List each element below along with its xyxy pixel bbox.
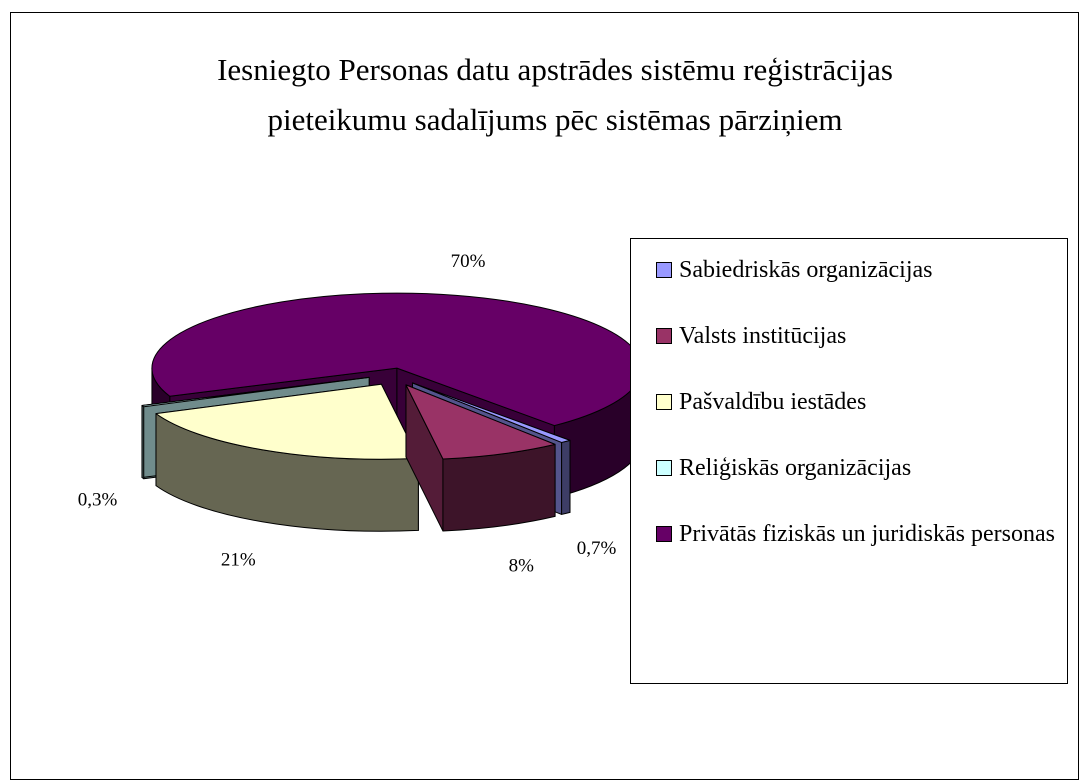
- legend-entry: Valsts institūcijas: [656, 321, 1057, 351]
- legend-entry: Privātās fiziskās un juridiskās personas: [656, 519, 1057, 549]
- legend-label: Sabiedriskās organizācijas: [679, 257, 933, 283]
- slice-top: [405, 384, 556, 460]
- legend-label: Valsts institūcijas: [679, 323, 847, 349]
- legend-entry: Reliģiskās organizācijas: [656, 453, 1057, 483]
- slice-top: [155, 383, 419, 460]
- slice-wall: [141, 404, 145, 480]
- legend-swatch: [656, 262, 672, 278]
- legend-entry: Pašvaldību iestādes: [656, 387, 1057, 417]
- pie-slice: [155, 383, 419, 532]
- data-label: 0,3%: [78, 489, 118, 510]
- pie-slice: [405, 384, 556, 532]
- legend: Sabiedriskās organizācijas Valsts institū…: [630, 238, 1068, 684]
- legend-label: Reliģiskās organizācijas: [679, 455, 912, 481]
- slice-wall: [561, 439, 571, 515]
- legend-entry: Sabiedriskās organizācijas: [656, 255, 1057, 285]
- legend-swatch: [656, 460, 672, 476]
- legend-swatch: [656, 526, 672, 542]
- legend-swatch: [656, 328, 672, 344]
- data-label: 8%: [509, 555, 535, 576]
- data-label: 21%: [221, 550, 256, 571]
- legend-label: Privātās fiziskās un juridiskās personas: [679, 521, 1055, 547]
- chart-title: Iesniegto Personas datu apstrādes sistēm…: [217, 52, 893, 137]
- legend-swatch: [656, 394, 672, 410]
- slice-top: [141, 376, 370, 408]
- pie: 70% 0,3% 0,7% 21% 8%: [78, 251, 643, 576]
- data-label: 70%: [451, 251, 486, 272]
- data-label: 0,7%: [577, 538, 617, 559]
- legend-label: Pašvaldību iestādes: [679, 389, 867, 415]
- slice-top: [412, 382, 571, 443]
